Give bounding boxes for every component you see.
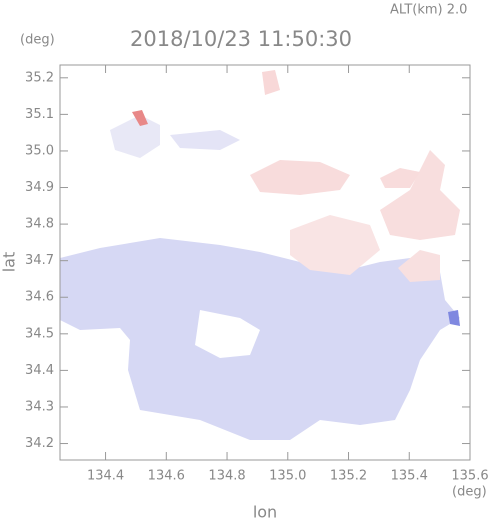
- x-unit: (deg): [452, 485, 487, 500]
- x-tick-label: 135.4: [391, 469, 428, 484]
- y-axis-label: lat: [0, 252, 19, 273]
- plot-frame: [59, 64, 471, 461]
- x-tick-label: 135.6: [451, 469, 488, 484]
- chart-title: 2018/10/23 11:50:30: [130, 27, 352, 51]
- y-tick-label: 35.0: [25, 143, 54, 158]
- y-tick-label: 34.2: [25, 436, 54, 451]
- x-tick-label: 134.6: [148, 469, 185, 484]
- y-tick-label: 34.5: [25, 326, 54, 341]
- y-unit: (deg): [20, 33, 55, 48]
- x-tick-label: 135.0: [269, 469, 306, 484]
- y-tick-label: 34.7: [25, 253, 54, 268]
- x-tick-label: 134.4: [87, 469, 124, 484]
- x-axis-label: lon: [253, 503, 277, 521]
- x-tick-label: 135.2: [330, 469, 367, 484]
- y-tick-label: 34.3: [25, 399, 54, 414]
- radar-echo: [60, 70, 460, 440]
- y-tick-label: 35.1: [25, 107, 54, 122]
- y-tick-label: 35.2: [25, 70, 54, 85]
- y-tick-label: 34.4: [25, 363, 54, 378]
- y-tick-label: 34.8: [25, 217, 54, 232]
- x-tick-label: 134.8: [208, 469, 245, 484]
- y-tick-label: 34.9: [25, 180, 54, 195]
- y-tick-label: 34.6: [25, 290, 54, 305]
- subtitle: ALT(km) 2.0: [390, 3, 467, 18]
